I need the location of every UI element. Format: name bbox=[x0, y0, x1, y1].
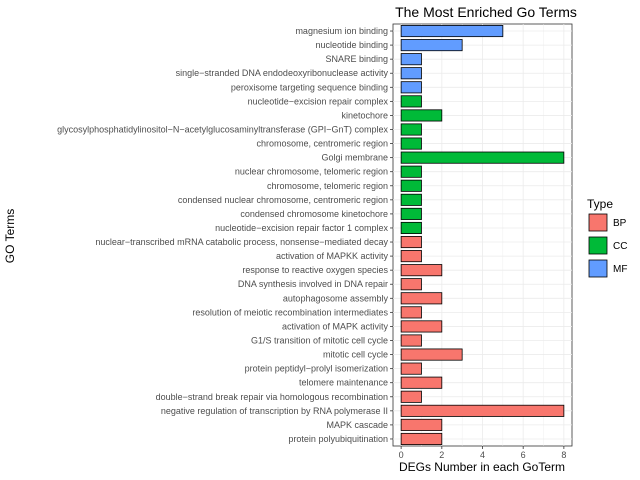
bar-cc bbox=[400, 221, 422, 234]
bar-bp bbox=[400, 292, 443, 305]
bar-mf bbox=[400, 67, 422, 80]
y-tick-label: protein polyubiquitination bbox=[288, 434, 388, 444]
y-tick-label: chromosome, telomeric region bbox=[267, 181, 388, 191]
bar-bp bbox=[400, 432, 443, 445]
y-tick-label: chromosome, centromeric region bbox=[256, 139, 388, 149]
y-tick-label: Golgi membrane bbox=[321, 153, 388, 163]
y-tick-label: nucleotide−excision repair complex bbox=[248, 96, 389, 106]
y-tick-label: protein peptidyl−prolyl isomerization bbox=[245, 364, 388, 374]
bar-mf bbox=[400, 53, 422, 66]
legend-label-bp: BP bbox=[613, 218, 627, 229]
legend-swatch-bp bbox=[588, 213, 608, 232]
x-axis-title: DEGs Number in each GoTerm bbox=[399, 460, 565, 474]
bar-cc bbox=[400, 179, 422, 192]
y-tick-labels: magnesium ion binding nucleotide binding S… bbox=[57, 26, 393, 444]
legend-label-mf: MF bbox=[613, 264, 627, 275]
bar-bp bbox=[400, 418, 443, 431]
y-tick-label: mitotic cell cycle bbox=[323, 350, 388, 360]
bar-cc bbox=[400, 193, 422, 206]
bar-cc bbox=[400, 109, 443, 122]
y-axis-title: GO Terms bbox=[3, 209, 17, 263]
bar-bp bbox=[400, 348, 463, 361]
y-tick-label: activation of MAPKK activity bbox=[276, 251, 389, 261]
bar-bp bbox=[400, 362, 422, 375]
legend-swatch-cc bbox=[588, 236, 608, 255]
legend-label-cc: CC bbox=[613, 241, 627, 252]
bar-cc bbox=[400, 151, 565, 164]
chart-title: The Most Enriched Go Terms bbox=[395, 4, 577, 20]
x-tick-label: 8 bbox=[561, 450, 566, 460]
y-tick-label: resolution of meiotic recombination inte… bbox=[192, 307, 388, 317]
y-tick-label: double−strand break repair via homologou… bbox=[156, 392, 388, 402]
bar-bp bbox=[400, 236, 422, 249]
bar-bp bbox=[400, 278, 422, 291]
y-tick-label: telomere maintenance bbox=[299, 378, 388, 388]
bar-bp bbox=[400, 390, 422, 403]
bars bbox=[400, 25, 565, 445]
bar-mf bbox=[400, 81, 422, 94]
legend-swatch-mf bbox=[588, 259, 608, 278]
x-tick-label: 0 bbox=[399, 450, 404, 460]
y-tick-label: condensed chromosome kinetochore bbox=[240, 209, 388, 219]
y-tick-label: activation of MAPK activity bbox=[282, 321, 389, 331]
y-tick-label: magnesium ion binding bbox=[295, 26, 388, 36]
y-tick-label: kinetochore bbox=[341, 110, 388, 120]
legend-title: Type bbox=[587, 197, 613, 211]
y-tick-label: MAPK cascade bbox=[326, 420, 388, 430]
y-tick-label: response to reactive oxygen species bbox=[242, 265, 388, 275]
x-tick-label: 4 bbox=[480, 450, 485, 460]
bar-bp bbox=[400, 376, 443, 389]
y-tick-label: G1/S transition of mitotic cell cycle bbox=[251, 336, 388, 346]
bar-bp bbox=[400, 334, 422, 347]
legend: Type BP CC MF bbox=[587, 197, 627, 278]
bar-bp bbox=[400, 250, 422, 263]
x-tick-label: 6 bbox=[521, 450, 526, 460]
y-tick-label: peroxisome targeting sequence binding bbox=[231, 82, 388, 92]
x-ticks: 0 2 4 6 8 bbox=[399, 446, 566, 460]
y-tick-label: glycosylphosphatidylinositol−N−acetylglu… bbox=[57, 125, 388, 135]
bar-cc bbox=[400, 165, 422, 178]
y-tick-label: condensed nuclear chromosome, centromeri… bbox=[178, 195, 388, 205]
bar-mf bbox=[400, 39, 463, 52]
bar-bp bbox=[400, 264, 443, 277]
y-tick-label: nuclear−transcribed mRNA catabolic proce… bbox=[95, 237, 388, 247]
y-tick-label: single−stranded DNA endodeoxyribonucleas… bbox=[176, 68, 389, 78]
bar-cc bbox=[400, 95, 422, 108]
bar-cc bbox=[400, 207, 422, 220]
y-tick-label: nuclear chromosome, telomeric region bbox=[235, 167, 388, 177]
bar-bp bbox=[400, 404, 565, 417]
bar-cc bbox=[400, 123, 422, 136]
bar-bp bbox=[400, 320, 443, 333]
y-tick-label: DNA synthesis involved in DNA repair bbox=[238, 279, 388, 289]
y-tick-label: nucleotide−excision repair factor 1 comp… bbox=[215, 223, 388, 233]
bar-cc bbox=[400, 137, 422, 150]
bar-bp bbox=[400, 306, 422, 319]
y-tick-label: nucleotide binding bbox=[315, 40, 388, 50]
y-tick-label: autophagosome assembly bbox=[283, 293, 389, 303]
x-tick-label: 2 bbox=[439, 450, 444, 460]
bar-mf bbox=[400, 25, 504, 38]
y-tick-label: SNARE binding bbox=[325, 54, 388, 64]
y-tick-label: negative regulation of transcription by … bbox=[161, 406, 388, 416]
